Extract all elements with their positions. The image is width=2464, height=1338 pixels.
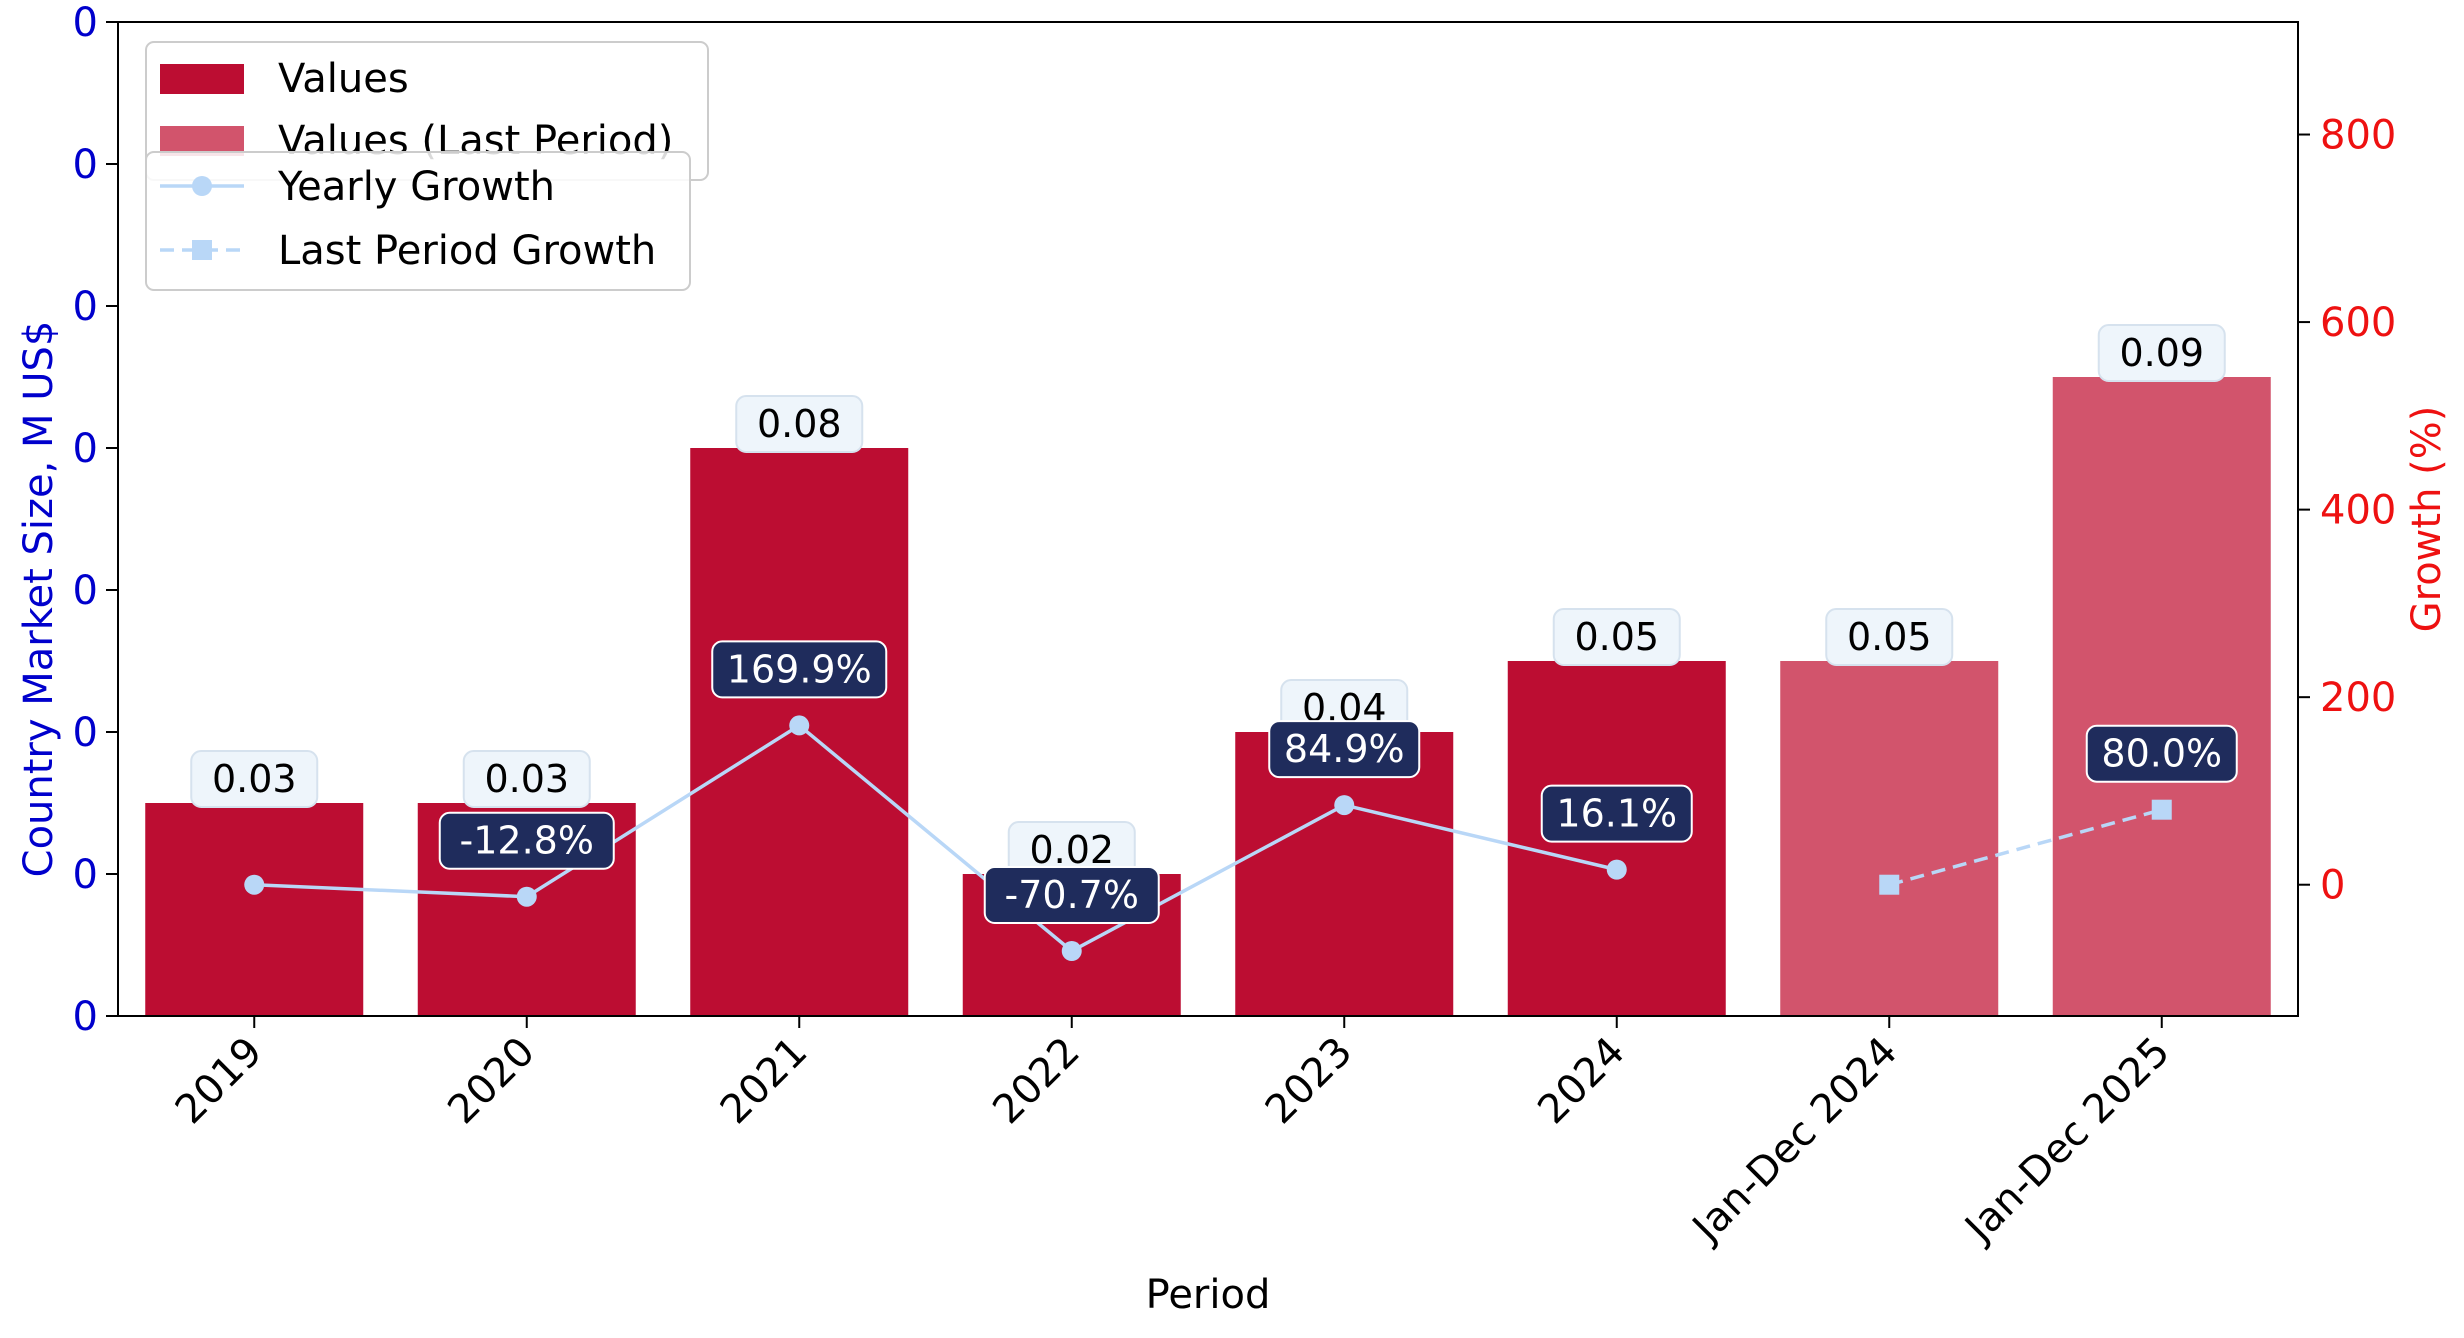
value-label-box <box>462 750 591 808</box>
y-tick-label: 0 <box>73 284 98 330</box>
growth-label-box <box>438 811 615 870</box>
lines-layer <box>244 715 2172 962</box>
x-tick-label: 2024 <box>1529 1029 1634 1134</box>
yearly-growth-marker <box>789 715 810 736</box>
y2-tick-label: 200 <box>2320 675 2396 721</box>
growth-label: -12.8% <box>460 819 594 863</box>
growth-label-group: 16.1% <box>1540 784 1693 843</box>
y2-tick-label: 0 <box>2320 863 2345 909</box>
legend-label: Last Period Growth <box>278 228 656 274</box>
x-tick-label: 2020 <box>439 1029 544 1134</box>
growth-label-group: 80.0% <box>2085 724 2238 783</box>
x-tick-label: 2021 <box>712 1029 817 1134</box>
legend-label: Values <box>278 56 409 102</box>
growth-label: 169.9% <box>727 647 872 691</box>
legend-marker <box>192 176 212 196</box>
growth-label-group: 169.9% <box>711 640 888 699</box>
value-label-group: 0.03 <box>190 750 319 808</box>
value-label: 0.08 <box>757 402 842 446</box>
value-label: 0.03 <box>484 757 569 801</box>
value-label-box <box>2097 324 2226 382</box>
yearly-growth-marker <box>244 874 265 895</box>
value-label: 0.05 <box>1574 615 1659 659</box>
plot-frame <box>117 21 2299 1017</box>
growth-label-box <box>1268 720 1421 779</box>
value-label-group: 0.05 <box>1825 608 1954 666</box>
y-axis-title: Country Market Size, M US$ <box>16 321 62 878</box>
last-period-growth-marker <box>2151 799 2172 820</box>
x-tick-label: Jan-Dec 2024 <box>1682 1029 1906 1253</box>
x-tick-label: 2022 <box>984 1029 1089 1134</box>
bars-layer <box>145 377 2271 1016</box>
value-label: 0.03 <box>212 757 297 801</box>
last-period-growth-line <box>1888 808 2163 887</box>
x-tick-label: 2019 <box>167 1029 272 1134</box>
value-label-group: 0.05 <box>1552 608 1681 666</box>
value-label-group: 0.03 <box>462 750 591 808</box>
legend-lines-frame <box>145 151 691 291</box>
growth-label: 16.1% <box>1556 792 1677 836</box>
y-tick-label: 0 <box>73 994 98 1040</box>
bar-jan-dec-2024 <box>1780 661 1999 1016</box>
y2-tick-label: 800 <box>2320 113 2396 159</box>
y-tick-label: 0 <box>73 852 98 898</box>
value-label-box <box>190 750 319 808</box>
growth-label-group: -12.8% <box>438 811 615 870</box>
growth-label: -70.7% <box>1005 873 1139 917</box>
value-label-box <box>735 395 864 453</box>
growth-label-box <box>1540 784 1693 843</box>
value-label-group: 0.08 <box>735 395 864 453</box>
growth-label-box <box>2085 724 2238 783</box>
yearly-growth-marker <box>1606 859 1627 880</box>
value-label-group: 0.02 <box>1007 821 1136 879</box>
value-label-box <box>1552 608 1681 666</box>
labels-layer: 0.03 0.030.080.020.040.05 0.050.09-12.8%16… <box>190 324 2238 925</box>
value-label: 0.09 <box>2119 331 2204 375</box>
value-label: 0.05 <box>1847 615 1932 659</box>
legend-lines: Yearly Growth Last Period Growth <box>145 151 691 291</box>
bar-2023 <box>1235 732 1454 1016</box>
growth-label-box <box>983 866 1160 925</box>
yearly-growth-marker <box>1334 795 1355 816</box>
value-label: 0.02 <box>1029 828 1114 872</box>
y2-tick-label: 600 <box>2320 300 2396 346</box>
bar-jan-dec-2025 <box>2052 377 2271 1016</box>
growth-label-group: -70.7% <box>983 866 1160 925</box>
x-axis-title: Period <box>1146 1272 1271 1318</box>
legend-swatch <box>160 64 244 94</box>
yearly-growth-marker <box>516 886 537 907</box>
legend-label: Yearly Growth <box>277 164 555 210</box>
yearly-growth-line <box>254 723 1618 954</box>
x-tick-label: 2023 <box>1257 1029 1362 1134</box>
y2-tick-label: 400 <box>2320 488 2396 534</box>
growth-label: 84.9% <box>1284 727 1405 771</box>
value-label-group: 0.09 <box>2097 324 2226 382</box>
x-tick-label: Jan-Dec 2025 <box>1955 1029 2179 1253</box>
y-tick-label: 0 <box>73 568 98 614</box>
y-tick-label: 0 <box>73 0 98 46</box>
value-label-box <box>1825 608 1954 666</box>
last-period-growth-marker <box>1879 874 1900 895</box>
growth-label-group: 84.9% <box>1268 720 1421 779</box>
bar-2019 <box>145 803 364 1016</box>
legend-marker <box>192 240 212 260</box>
y-tick-label: 0 <box>73 142 98 188</box>
y2-axis-title: Growth (%) <box>2404 406 2450 633</box>
yearly-growth-marker <box>1061 941 1082 962</box>
y-tick-label: 0 <box>73 426 98 472</box>
y-tick-label: 0 <box>73 710 98 756</box>
growth-label: 80.0% <box>2101 732 2222 776</box>
growth-label-box <box>711 640 888 699</box>
